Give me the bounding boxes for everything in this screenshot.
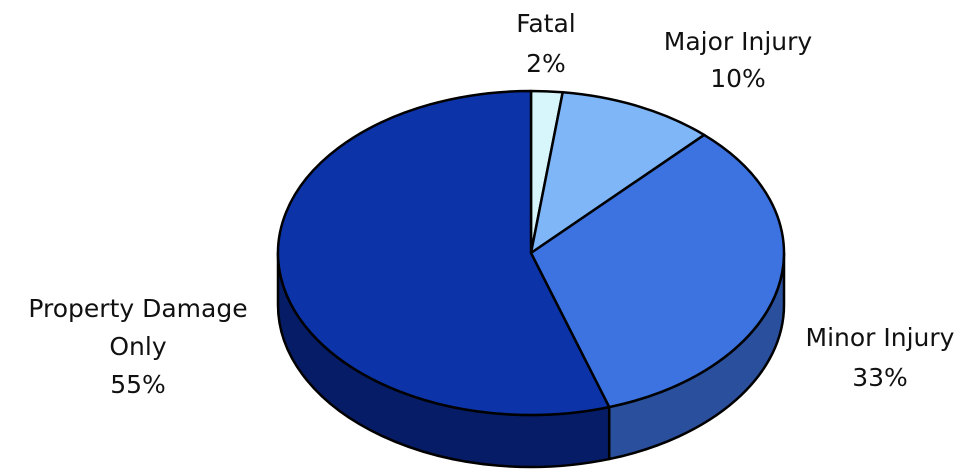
pie-slice-major-injury [529,91,706,255]
slice-percent-major-injury: 10% [710,64,766,93]
slice-label-minor-injury: Minor Injury [806,323,955,352]
slice-label-fatal: Fatal [516,9,575,38]
pie-top [276,89,786,417]
slice-label-major-injury: Major Injury [664,27,813,56]
pie-slice-minor-injury [529,133,786,409]
slice-label-property-damage: Property Damage [28,294,247,323]
slice-percent-fatal: 2% [526,49,566,78]
slice-percent-minor-injury: 33% [852,363,908,392]
pie-slice-property-damage-only [276,89,611,417]
pie-labels: Fatal 2% Major Injury 10% Minor Injury 3… [28,9,954,399]
slice-percent-property-damage: 55% [110,370,166,399]
slice-label-property-damage-line2: Only [109,332,166,361]
